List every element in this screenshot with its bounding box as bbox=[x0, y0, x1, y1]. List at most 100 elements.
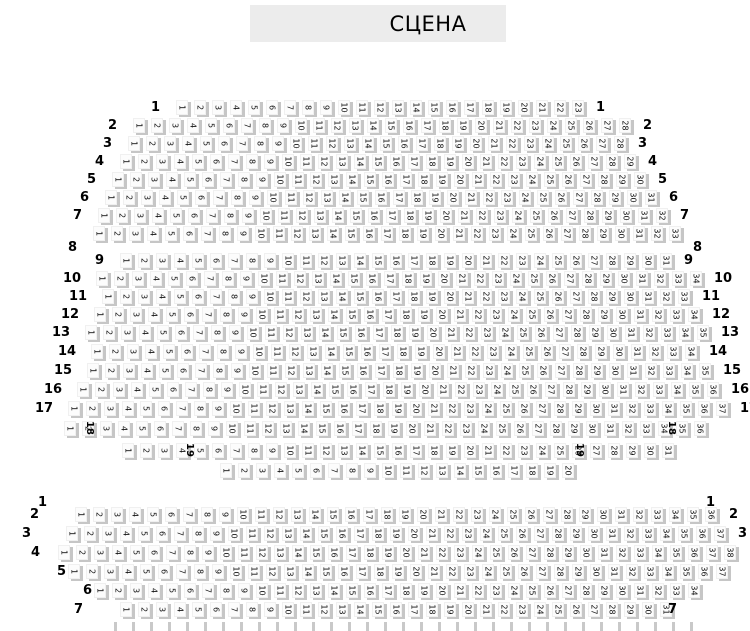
seat[interactable]: 27 bbox=[543, 507, 555, 522]
seat[interactable]: 5 bbox=[170, 208, 182, 223]
seat[interactable]: 20 bbox=[419, 382, 431, 397]
seat[interactable]: 30 bbox=[586, 421, 598, 436]
seat[interactable]: 14 bbox=[292, 545, 304, 560]
seat[interactable]: 8 bbox=[194, 401, 206, 416]
seat[interactable]: 31 bbox=[627, 363, 639, 378]
seat[interactable]: 7 bbox=[193, 325, 205, 340]
seat[interactable]: 19 bbox=[420, 271, 432, 286]
seat[interactable]: 15 bbox=[357, 190, 369, 205]
seat[interactable]: 15 bbox=[348, 271, 360, 286]
seat[interactable]: 9 bbox=[264, 253, 276, 268]
seat[interactable]: 20 bbox=[462, 253, 474, 268]
seat[interactable]: 23 bbox=[516, 253, 528, 268]
seat[interactable]: 37 bbox=[706, 545, 718, 560]
seat[interactable]: 23 bbox=[489, 226, 501, 241]
seat[interactable]: 9 bbox=[277, 118, 289, 133]
seat[interactable]: 16 bbox=[357, 363, 369, 378]
seat[interactable]: 3 bbox=[104, 401, 116, 416]
seat[interactable]: 17 bbox=[363, 507, 375, 522]
seat[interactable]: 21 bbox=[428, 401, 440, 416]
seat[interactable]: 20 bbox=[440, 208, 452, 223]
seat[interactable]: 22 bbox=[498, 602, 510, 617]
seat[interactable]: 20 bbox=[475, 118, 487, 133]
seat[interactable]: 22 bbox=[471, 226, 483, 241]
seat[interactable]: 17 bbox=[390, 289, 402, 304]
seat[interactable]: 26 bbox=[552, 289, 564, 304]
seat[interactable]: 8 bbox=[231, 190, 243, 205]
seat[interactable]: 17 bbox=[393, 190, 405, 205]
seat[interactable]: 10 bbox=[382, 463, 394, 478]
seat[interactable]: 6 bbox=[158, 564, 170, 579]
seat[interactable]: 24 bbox=[482, 564, 494, 579]
seat[interactable]: 3 bbox=[132, 271, 144, 286]
seat[interactable]: 32 bbox=[626, 564, 638, 579]
seat[interactable]: 18 bbox=[391, 325, 403, 340]
seat[interactable]: 7 bbox=[206, 208, 218, 223]
seat[interactable]: 31 bbox=[634, 583, 646, 598]
seat[interactable]: 1 bbox=[220, 463, 232, 478]
seat[interactable]: 6 bbox=[202, 172, 214, 187]
seat[interactable]: 1 bbox=[87, 363, 99, 378]
seat[interactable]: 6 bbox=[223, 118, 235, 133]
seat[interactable]: 27 bbox=[573, 190, 585, 205]
seat[interactable]: 9 bbox=[256, 172, 268, 187]
seat[interactable]: 10 bbox=[282, 253, 294, 268]
seat[interactable]: 18 bbox=[402, 271, 414, 286]
seat[interactable]: 27 bbox=[562, 307, 574, 322]
seat[interactable]: 24 bbox=[501, 363, 513, 378]
seat[interactable]: 21 bbox=[447, 363, 459, 378]
seat[interactable]: 27 bbox=[555, 363, 567, 378]
seat[interactable]: 30 bbox=[618, 271, 630, 286]
seat[interactable]: 16 bbox=[363, 226, 375, 241]
seat[interactable]: 3 bbox=[148, 172, 160, 187]
seat[interactable]: 2 bbox=[111, 226, 123, 241]
seat[interactable]: 13 bbox=[318, 289, 330, 304]
seat[interactable]: 32 bbox=[652, 583, 664, 598]
seat[interactable]: 7 bbox=[230, 443, 242, 458]
seat[interactable]: 16 bbox=[382, 172, 394, 187]
seat[interactable]: 31 bbox=[645, 190, 657, 205]
seat[interactable]: 2 bbox=[76, 545, 88, 560]
seat[interactable]: 16 bbox=[355, 325, 367, 340]
seat[interactable]: 12 bbox=[418, 463, 430, 478]
seat[interactable]: 30 bbox=[588, 526, 600, 541]
seat[interactable]: 12 bbox=[285, 363, 297, 378]
seat[interactable]: 28 bbox=[606, 602, 618, 617]
seat[interactable]: 31 bbox=[634, 307, 646, 322]
seat[interactable]: 7 bbox=[228, 602, 240, 617]
seat[interactable]: 12 bbox=[262, 421, 274, 436]
seat[interactable]: 31 bbox=[631, 344, 643, 359]
seat[interactable]: 7 bbox=[183, 507, 195, 522]
seat[interactable]: 29 bbox=[600, 271, 612, 286]
seat[interactable]: 4 bbox=[150, 271, 162, 286]
seat[interactable]: 15 bbox=[472, 463, 484, 478]
seat[interactable]: 30 bbox=[642, 602, 654, 617]
seat[interactable]: 8 bbox=[228, 289, 240, 304]
seat[interactable]: 32 bbox=[626, 401, 638, 416]
seat[interactable]: 5 bbox=[192, 154, 204, 169]
seat[interactable]: 23 bbox=[518, 443, 530, 458]
seat[interactable]: 11 bbox=[238, 545, 250, 560]
seat[interactable]: 3 bbox=[134, 208, 146, 223]
seat[interactable]: 13 bbox=[336, 154, 348, 169]
seat[interactable]: 21 bbox=[536, 100, 548, 115]
seat[interactable]: 29 bbox=[572, 564, 584, 579]
seat[interactable]: 27 bbox=[561, 226, 573, 241]
seat[interactable]: 25 bbox=[500, 564, 512, 579]
seat[interactable]: 3 bbox=[212, 100, 224, 115]
seat[interactable]: 9 bbox=[208, 421, 220, 436]
seat[interactable]: 11 bbox=[300, 602, 312, 617]
seat[interactable]: 10 bbox=[264, 289, 276, 304]
seat[interactable]: 20 bbox=[435, 226, 447, 241]
seat[interactable]: 6 bbox=[310, 463, 322, 478]
seat[interactable]: 14 bbox=[332, 208, 344, 223]
seat[interactable]: 6 bbox=[210, 154, 222, 169]
seat[interactable]: 12 bbox=[289, 344, 301, 359]
seat[interactable]: 35 bbox=[670, 545, 682, 560]
seat[interactable]: 37 bbox=[716, 401, 728, 416]
seat[interactable]: 21 bbox=[424, 421, 436, 436]
seat[interactable]: 34 bbox=[685, 344, 697, 359]
seat[interactable]: 17 bbox=[379, 344, 391, 359]
seat[interactable]: 19 bbox=[500, 100, 512, 115]
seat[interactable]: 31 bbox=[642, 289, 654, 304]
